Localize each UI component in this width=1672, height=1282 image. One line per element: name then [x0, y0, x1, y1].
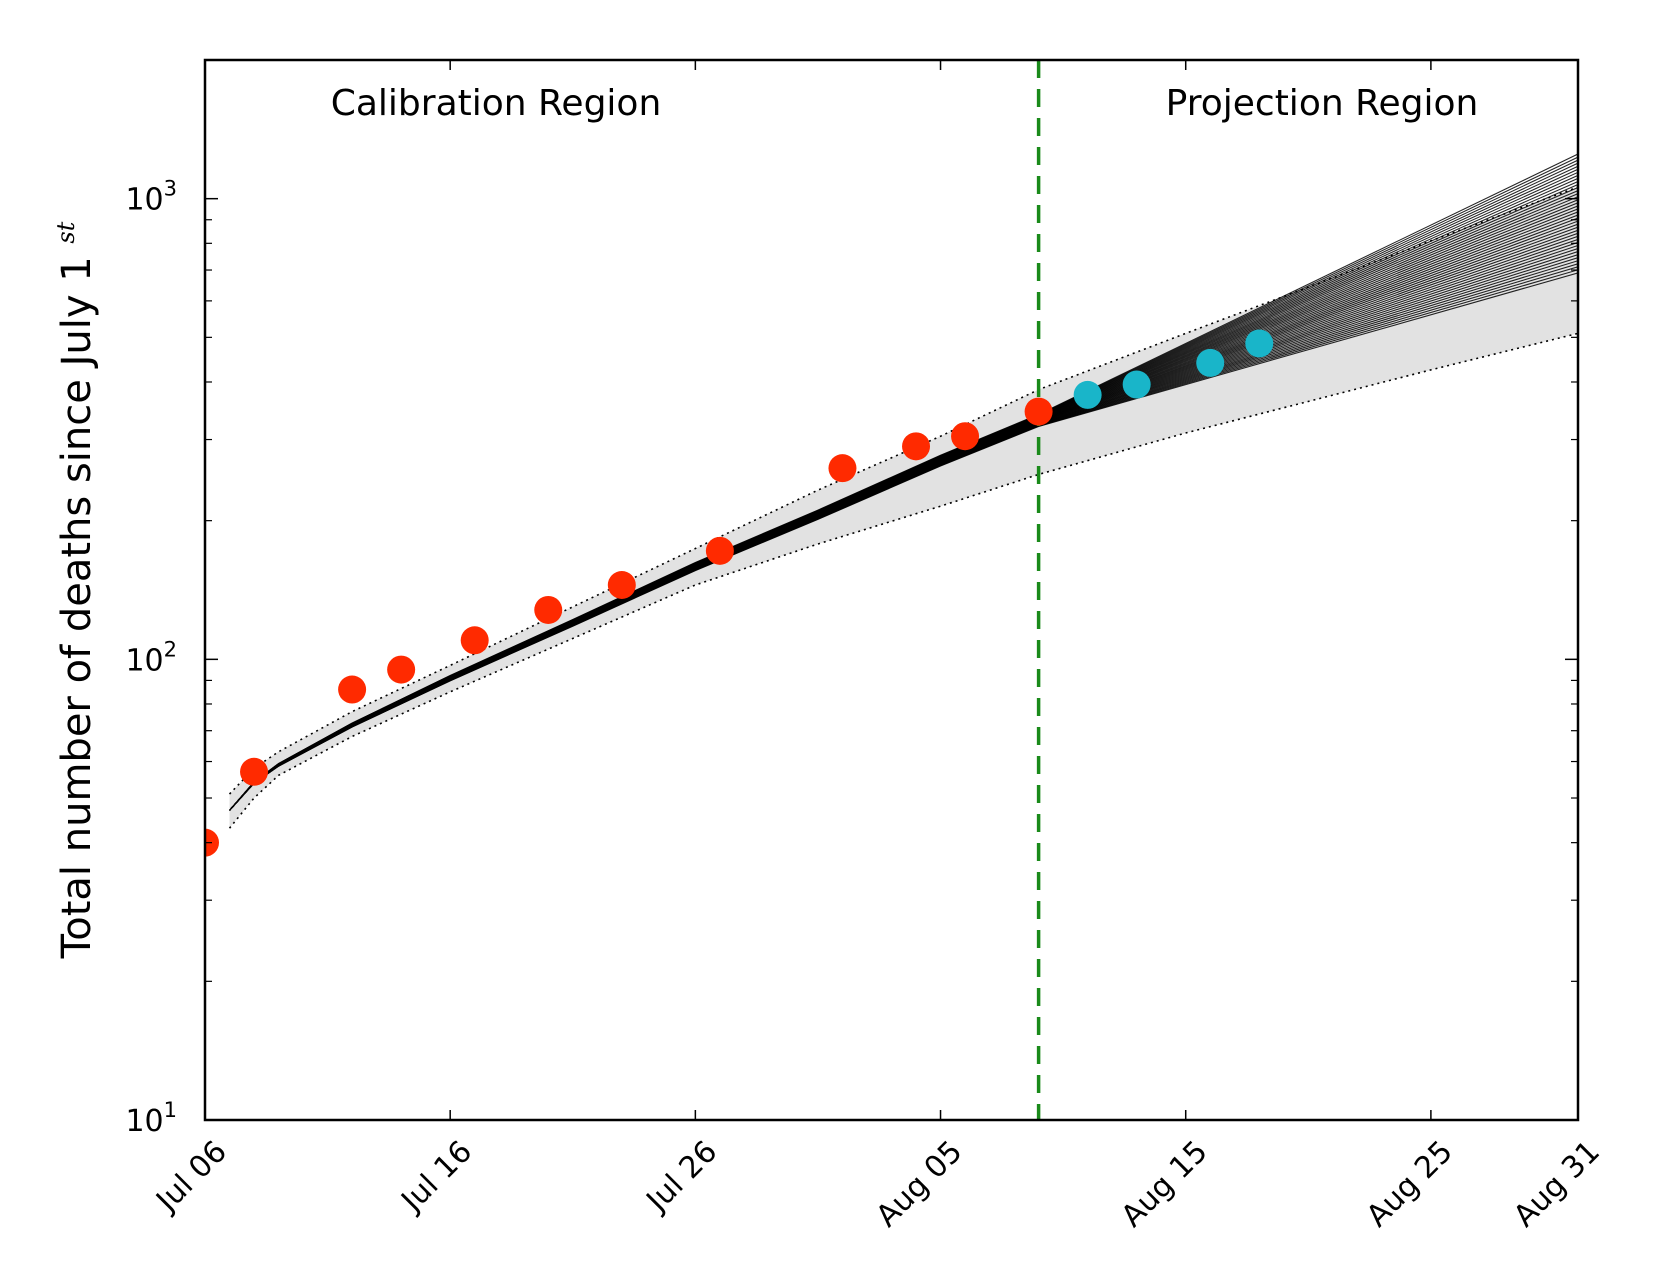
y-tick-label: 102	[125, 637, 177, 678]
band-lower-edge	[228, 332, 1578, 829]
calibration-data-point	[338, 675, 367, 704]
y-tick-label: 103	[125, 177, 177, 218]
calibration-data-point	[240, 757, 269, 786]
projection-region-label: Projection Region	[1166, 83, 1479, 124]
y-tick-label-exponent: 2	[164, 637, 177, 661]
x-tick-label: Aug 25	[1360, 1134, 1460, 1234]
x-tick-label: Aug 15	[1115, 1134, 1215, 1234]
x-tick-label: Aug 31	[1507, 1134, 1607, 1234]
x-tick-label: Jul 16	[394, 1134, 479, 1219]
projection-data-point	[1245, 329, 1274, 358]
y-axis-label-text: Total number of deaths since July 1	[54, 256, 100, 959]
x-tick-label: Jul 06	[148, 1134, 233, 1219]
projection-data-point	[1196, 348, 1225, 377]
calibration-data-point	[607, 571, 636, 600]
calibration-data-point	[902, 432, 931, 461]
projection-data-point	[1073, 380, 1102, 409]
x-tick-label: Aug 05	[870, 1134, 970, 1234]
projection-data-point	[1122, 370, 1151, 399]
model-runs	[229, 153, 1578, 811]
band-fill	[229, 187, 1578, 829]
y-axis-label-superscript: st	[52, 221, 80, 243]
calibration-region-label: Calibration Region	[331, 83, 662, 124]
y-axis-label: Total number of deaths since July 1 st	[52, 221, 100, 959]
axis-ticks	[204, 59, 1579, 1121]
x-tick-label: Jul 26	[639, 1134, 724, 1219]
calibration-data-point	[460, 626, 489, 655]
calibration-data-point	[534, 595, 563, 624]
y-tick-label-base: 10	[125, 183, 163, 218]
plot-area	[205, 60, 1578, 1120]
calibration-data-point	[705, 536, 734, 565]
calibration-data-point	[1024, 397, 1053, 426]
confidence-band	[228, 186, 1578, 829]
calibration-data-point	[951, 422, 980, 451]
calibration-data-point	[828, 454, 857, 483]
y-tick-label: 101	[125, 1098, 177, 1139]
y-tick-label-exponent: 1	[164, 1098, 177, 1122]
y-tick-label-base: 10	[125, 1104, 163, 1139]
y-tick-label-exponent: 3	[164, 177, 177, 201]
plot-frame	[203, 58, 1580, 1122]
calibration-data-point	[387, 655, 416, 684]
data-points	[205, 329, 1274, 857]
y-tick-label-base: 10	[125, 643, 163, 678]
y-axis-label-space	[54, 244, 100, 257]
band-upper-edge	[228, 186, 1578, 795]
